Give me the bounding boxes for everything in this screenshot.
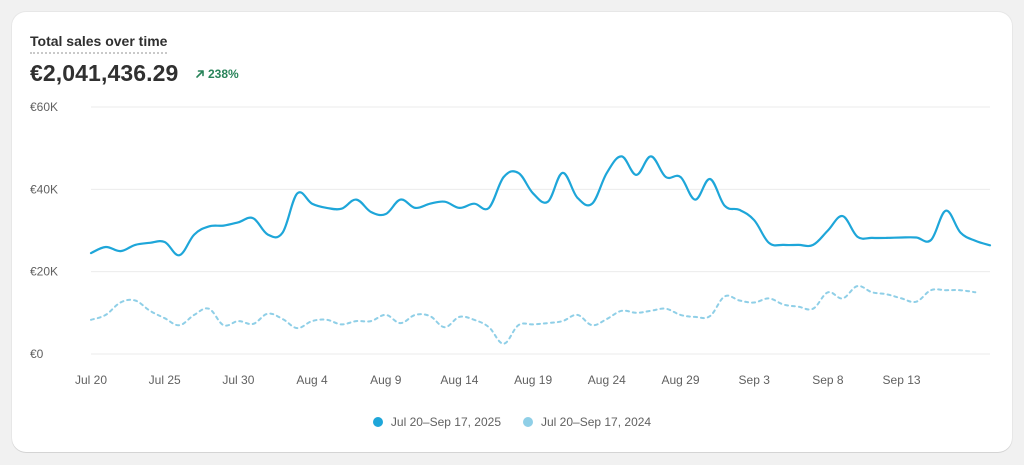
legend-item-current[interactable]: Jul 20–Sep 17, 2025 — [372, 415, 501, 429]
x-tick-label: Aug 14 — [440, 373, 478, 387]
x-tick-label: Aug 4 — [296, 373, 328, 387]
total-sales-value: €2,041,436.29 — [30, 60, 179, 86]
series-lines — [89, 155, 992, 345]
grid-lines — [91, 106, 990, 355]
series-line-previous[interactable] — [90, 284, 977, 345]
x-tick-label: Jul 30 — [222, 373, 254, 387]
series-line-current[interactable] — [89, 155, 992, 257]
change-percent: 238% — [208, 67, 239, 81]
y-tick-label: €40K — [30, 182, 58, 196]
x-tick-label: Aug 29 — [661, 373, 699, 387]
x-axis-ticks: Jul 20 Jul 25 Jul 30 Aug 4 Aug 9 Aug 14 Aug 19… — [75, 373, 921, 387]
y-axis-ticks: €0 €20K €40K €60K — [30, 100, 58, 361]
legend-dot-current — [372, 417, 383, 427]
legend-label-previous: Jul 20–Sep 17, 2024 — [541, 415, 652, 429]
x-tick-label: Jul 20 — [75, 373, 107, 387]
sales-line-chart: €0 €20K €40K €60K Jul 20 Jul 25 Jul 30 Aug 4 Au… — [30, 100, 992, 387]
legend-item-previous[interactable]: Jul 20–Sep 17, 2024 — [523, 415, 651, 429]
x-tick-label: Sep 13 — [883, 373, 921, 387]
x-tick-label: Sep 3 — [739, 373, 771, 387]
y-tick-label: €20K — [30, 265, 58, 279]
chart-legend: Jul 20–Sep 17, 2025 Jul 20–Sep 17, 2024 — [12, 415, 1012, 429]
y-tick-label: €0 — [30, 347, 44, 361]
arrow-up-right-icon — [196, 70, 204, 78]
x-tick-label: Aug 9 — [370, 373, 402, 387]
y-tick-label: €60K — [30, 100, 58, 114]
x-tick-label: Sep 8 — [812, 373, 844, 387]
x-tick-label: Aug 24 — [588, 373, 626, 387]
sales-card: Total sales over time €2,041,436.29 238%… — [12, 12, 1012, 452]
x-tick-label: Aug 19 — [514, 373, 552, 387]
card-title[interactable]: Total sales over time — [30, 33, 168, 54]
legend-dot-previous — [523, 417, 533, 427]
legend-label-current: Jul 20–Sep 17, 2025 — [390, 415, 501, 429]
change-badge: 238% — [195, 67, 239, 81]
x-tick-label: Jul 25 — [149, 373, 181, 387]
